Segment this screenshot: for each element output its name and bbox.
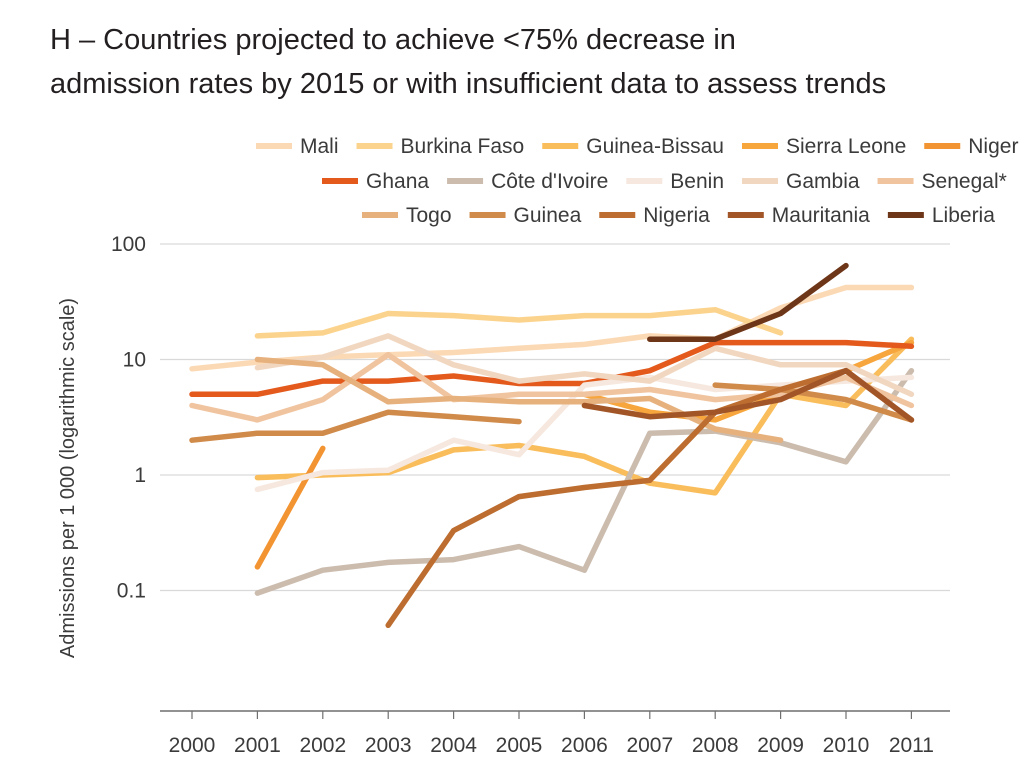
legend-label: Senegal* xyxy=(922,170,1007,193)
legend-label: Liberia xyxy=(932,204,995,227)
series-line xyxy=(254,333,915,398)
x-tick-label: 2002 xyxy=(299,734,346,757)
series-10 xyxy=(254,356,784,443)
legend-label: Sierra Leone xyxy=(786,135,906,158)
legend-label: Guinea xyxy=(514,204,582,227)
legend-label: Burkina Faso xyxy=(401,135,525,158)
series-line xyxy=(254,367,915,596)
series-13 xyxy=(581,367,915,423)
x-tick-label: 2010 xyxy=(823,734,870,757)
y-tick-label: 0.1 xyxy=(117,580,146,603)
y-axis-ticks: 100 10 1 0.1 xyxy=(111,233,146,603)
series-line xyxy=(712,382,915,423)
chart-title: H – Countries projected to achieve <75% … xyxy=(50,18,1010,106)
series-11 xyxy=(189,382,915,443)
y-tick-label: 1 xyxy=(134,464,146,487)
series-line xyxy=(254,356,784,443)
series-14 xyxy=(647,262,849,342)
series-line xyxy=(189,339,915,398)
chart-legend: Mali Burkina Faso Guinea-Bissau Sierra Leon… xyxy=(256,135,1018,227)
x-tick-label: 2005 xyxy=(496,734,543,757)
x-tick-label: 2004 xyxy=(430,734,477,757)
x-axis: 2000 2001 2002 2003 2004 2005 2006 2007 2008 2009… xyxy=(160,710,950,757)
legend-label: Nigeria xyxy=(643,204,710,227)
legend-label: Benin xyxy=(670,170,724,193)
series-8 xyxy=(254,333,915,398)
legend-label: Togo xyxy=(406,204,452,227)
legend-label: Ghana xyxy=(366,170,429,193)
series-4 xyxy=(254,445,326,570)
x-tick-label: 2011 xyxy=(889,734,934,757)
series-1 xyxy=(254,306,784,339)
series-5 xyxy=(189,339,915,398)
x-tick-label: 2001 xyxy=(234,734,281,757)
chart-series xyxy=(189,262,915,629)
x-tick-label: 2006 xyxy=(561,734,608,757)
series-line xyxy=(254,445,326,570)
chart-title-line-2: admission rates by 2015 or with insuffic… xyxy=(50,68,887,100)
x-tick-label: 2007 xyxy=(626,734,673,757)
legend-label: Guinea-Bissau xyxy=(586,135,724,158)
legend-label: Mali xyxy=(300,135,339,158)
series-line xyxy=(385,367,915,629)
x-tick-label: 2003 xyxy=(365,734,412,757)
legend-label: Mauritania xyxy=(772,204,870,227)
y-tick-label: 100 xyxy=(111,233,146,256)
y-axis-label: Admissions per 1 000 (logarithmic scale) xyxy=(57,298,79,658)
x-tick-label: 2009 xyxy=(757,734,804,757)
series-line xyxy=(581,367,915,423)
series-12 xyxy=(385,367,915,629)
legend-label: Côte d'Ivoire xyxy=(491,170,608,193)
x-tick-label: 2008 xyxy=(692,734,739,757)
series-line xyxy=(254,306,784,339)
x-tick-label: 2000 xyxy=(169,734,216,757)
y-tick-label: 10 xyxy=(123,349,146,372)
chart-title-line-1: H – Countries projected to achieve <75% … xyxy=(50,24,736,56)
series-6 xyxy=(254,367,915,596)
series-line xyxy=(189,409,522,443)
legend-label: Niger xyxy=(968,135,1018,158)
legend-label: Gambia xyxy=(786,170,860,193)
series-line xyxy=(647,262,849,342)
